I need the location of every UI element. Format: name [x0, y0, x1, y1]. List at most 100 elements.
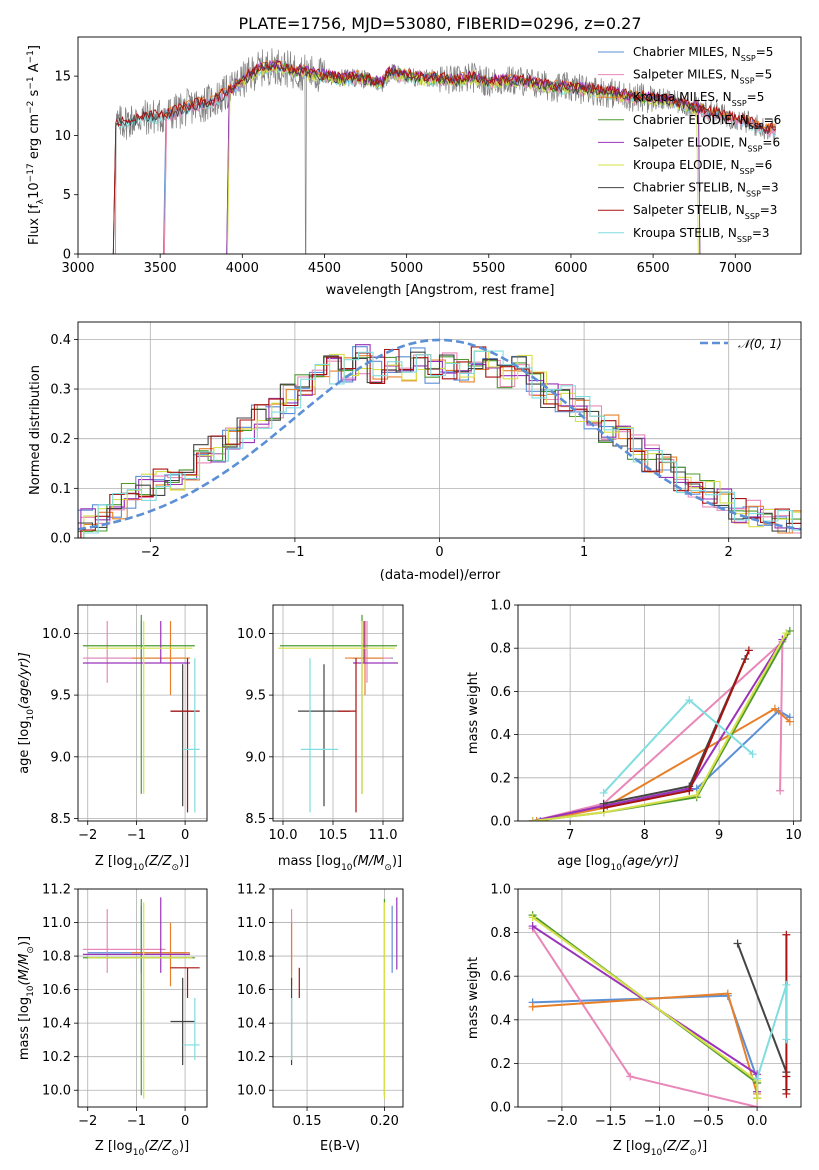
marker-kroupa_stelib	[599, 788, 608, 797]
tick-label-y: 0	[63, 248, 71, 263]
tick-label-y: 0.0	[490, 815, 511, 830]
tick-label-x: 10.0	[269, 828, 298, 843]
marker-salpeter_stelib	[685, 786, 694, 795]
line-chabrier_stelib	[736, 943, 788, 1090]
legend-entry: Salpeter STELIB, NSSP=3	[633, 203, 777, 221]
mass-weight-vs-metallicity-panel: −2.0 −1.5 −1.0 −0.5 0.0 0.0 0.2 0.4 0.6 0.8 1.0 Z […	[466, 883, 802, 1158]
tick-label-x: 3500	[144, 261, 177, 276]
marker-chabrier_elodie	[785, 626, 794, 635]
tick-label-x: 0	[435, 545, 443, 560]
line-kroupa_stelib	[602, 698, 754, 794]
marker-kroupa_miles	[770, 704, 779, 713]
tick-label-x: −1	[127, 1114, 146, 1129]
tick-label-x: 3000	[61, 261, 94, 276]
tick-label-y: 9.0	[50, 750, 71, 765]
tick-label-y: 0.4	[50, 333, 71, 348]
tick-label-y: 0.3	[50, 383, 71, 398]
legend-entry: Chabrier MILES, NSSP=5	[633, 45, 773, 63]
legend-entry: Kroupa ELODIE, NSSP=6	[633, 158, 772, 176]
mass-weight-vs-age-panel: 7 8 9 10 0.0 0.2 0.4 0.6 0.8 1.0 age [log10(age/yr…	[466, 599, 802, 874]
line-chabrier_miles	[532, 994, 759, 1083]
histogram-panel-frame: −2 −1 0 1 2 0.0 0.1 0.2 0.3 0.4 𝒩(0, 1) (data-model…	[28, 321, 802, 583]
histogram-salpeter_miles	[80, 352, 801, 538]
tick-label-x: −1.5	[595, 1114, 627, 1129]
tick-label-x: −1.0	[644, 1114, 676, 1129]
x-axis-label: age [log10(age/yr)]	[557, 854, 679, 873]
tick-label-y: 1.0	[490, 599, 511, 614]
figure-title: PLATE=1756, MJD=53080, FIBERID=0296, z=0…	[238, 14, 641, 33]
tick-label-x: 10	[785, 828, 802, 843]
age-vs-mass-panel-grid	[273, 605, 403, 821]
tick-label-y: 8.5	[245, 812, 266, 827]
tick-label-y: 0.2	[50, 432, 71, 447]
tick-label-y: 0.6	[490, 970, 511, 985]
x-axis-label: Z [log10(Z/Z⊙)]	[95, 854, 189, 873]
tick-label-y: 0.2	[490, 771, 511, 786]
age-vs-mass-panel-plot	[278, 614, 398, 813]
mass-vs-ebv-panel-grid	[273, 888, 403, 1107]
line-salpeter_elodie	[532, 639, 784, 821]
marker-salpeter_miles	[626, 1072, 635, 1081]
tick-label-y: 10.0	[237, 1084, 266, 1099]
legend-entry: Kroupa STELIB, NSSP=3	[633, 226, 770, 244]
histogram-kroupa_stelib	[83, 350, 801, 538]
tick-label-x: 0	[181, 828, 189, 843]
tick-label-x: 11.0	[369, 828, 398, 843]
marker-kroupa_stelib	[685, 696, 694, 705]
tick-label-x: 0.0	[747, 1114, 768, 1129]
tick-label-x: −1	[127, 828, 146, 843]
x-axis-label: Z [log10(Z/Z⊙)]	[95, 1139, 189, 1158]
model-spectrum-chabrier_elodie	[226, 59, 701, 254]
mass-weight-vs-age-panel-frame: 7 8 9 10 0.0 0.2 0.4 0.6 0.8 1.0 age [log10(age/yr…	[466, 599, 802, 874]
axes-frame	[517, 604, 802, 822]
tick-label-y: 0.0	[490, 1101, 511, 1116]
tick-label-x: 0	[181, 1114, 189, 1129]
marker-kroupa_elodie	[782, 629, 791, 638]
mass-vs-metallicity-panel: −2 −1 0 10.0 10.2 10.4 10.6 10.8 11.0 11.2 Z [log1…	[17, 883, 208, 1158]
age-vs-mass-panel-frame: 10.0 10.5 11.0 8.5 9.0 9.5 10.0 mass [log10(M/M…	[237, 604, 404, 873]
y-axis-label: mass weight	[466, 672, 481, 754]
tick-label-y: 0.0	[50, 532, 71, 547]
mass-weight-vs-age-panel-grid	[518, 604, 801, 822]
tick-label-y: 15	[54, 70, 71, 85]
tick-label-y: 10.4	[42, 1017, 71, 1032]
tick-label-x: 5500	[472, 261, 505, 276]
x-axis-label: E(B-V)	[320, 1139, 360, 1154]
mass-weight-vs-metallicity-panel-frame: −2.0 −1.5 −1.0 −0.5 0.0 0.0 0.2 0.4 0.6 0.8 1.0 Z […	[466, 883, 802, 1158]
tick-label-y: 10.6	[42, 983, 71, 998]
marker-salpeter_stelib	[782, 1072, 791, 1081]
marker-kroupa_elodie	[528, 817, 537, 821]
line-kroupa_elodie	[532, 632, 787, 821]
tick-label-x: 7	[566, 828, 574, 843]
y-axis-label: Normed distribution	[28, 365, 43, 495]
tick-label-x: 0.20	[370, 1114, 399, 1129]
tick-label-y: 1.0	[490, 883, 511, 898]
tick-label-x: 4000	[226, 261, 259, 276]
model-spectrum-salpeter_elodie	[226, 59, 701, 254]
axes-frame	[77, 604, 208, 822]
tick-label-y: 10.0	[237, 627, 266, 642]
histogram-chabrier_stelib	[78, 351, 801, 538]
line-kroupa_elodie	[532, 916, 759, 1099]
normal-curve	[78, 338, 801, 531]
tick-label-x: 6000	[554, 261, 587, 276]
axes-frame	[77, 36, 802, 255]
marker-kroupa_miles	[532, 817, 541, 821]
marker-salpeter_miles	[753, 1103, 762, 1107]
y-axis-label: age [log10(age/yr)]	[17, 652, 36, 774]
tick-label-y: 0.1	[50, 482, 71, 497]
tick-label-y: 10.4	[237, 1017, 266, 1032]
tick-label-x: −2	[78, 828, 97, 843]
tick-label-y: 9.5	[245, 689, 266, 704]
legend-entry: Salpeter MILES, NSSP=5	[633, 68, 772, 86]
tick-label-x: −2	[78, 1114, 97, 1129]
tick-label-y: 9.5	[50, 689, 71, 704]
marker-chabrier_stelib	[733, 939, 742, 948]
x-axis-label: mass [log10(M/M⊙)]	[278, 854, 402, 873]
tick-label-y: 10.8	[237, 950, 266, 965]
tick-label-y: 10.2	[42, 1050, 71, 1065]
histogram-salpeter_stelib	[80, 346, 801, 538]
histogram-panel-plot	[78, 338, 801, 538]
tick-label-x: 10.5	[319, 828, 348, 843]
model-spectrum-kroupa_miles	[163, 57, 776, 254]
